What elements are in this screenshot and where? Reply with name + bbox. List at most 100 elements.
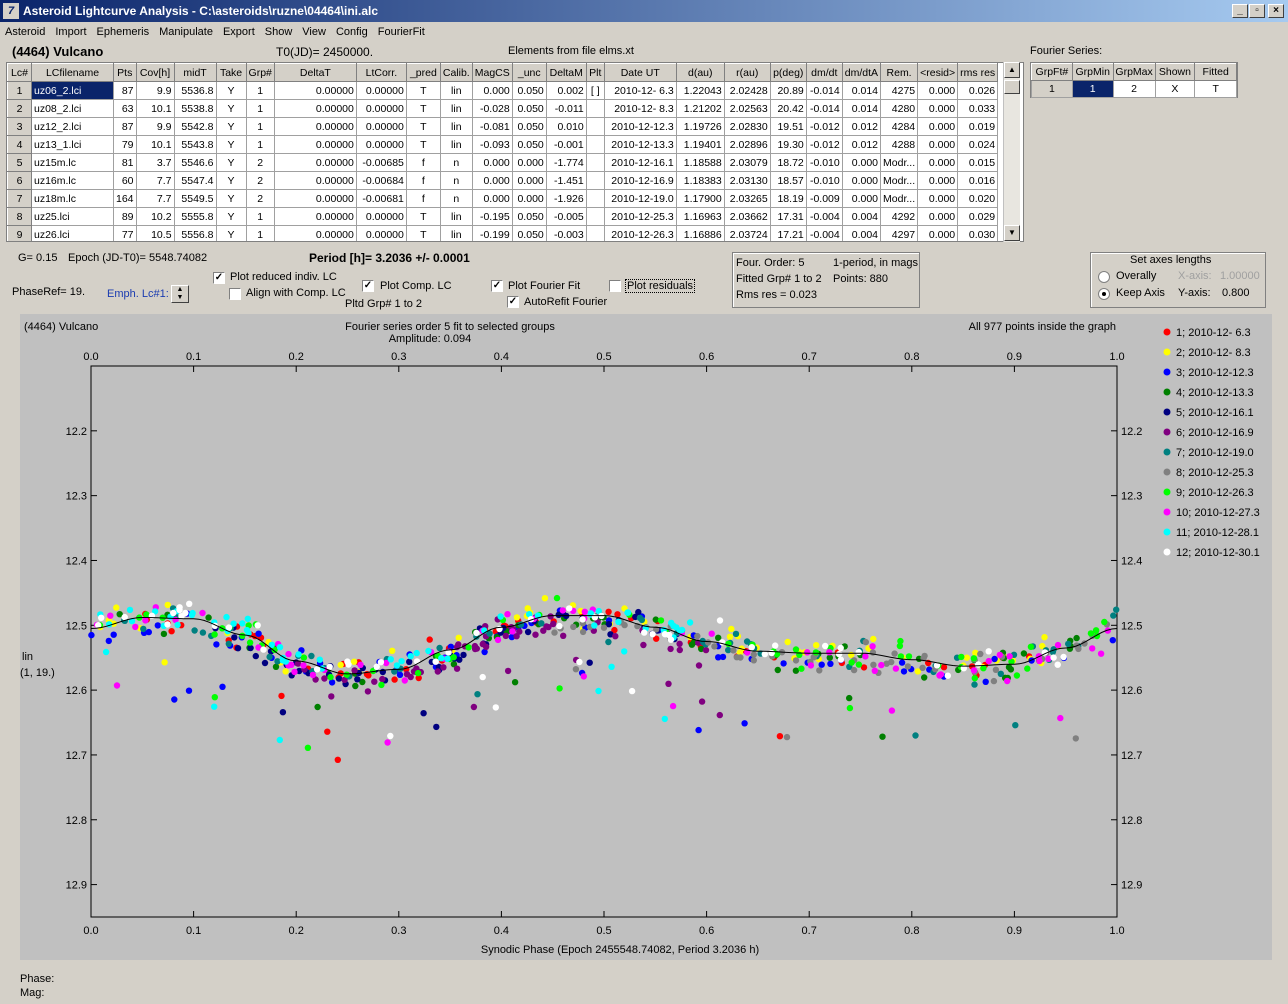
- menu-import[interactable]: Import: [55, 26, 87, 38]
- table-cell[interactable]: 10.1: [135, 99, 175, 118]
- table-row[interactable]: 7 uz18m.lc 164 7.7 5549.5 Y 2 0.00000 -0.00681 f n…: [7, 189, 999, 208]
- fourier-cell[interactable]: 1: [1031, 80, 1073, 98]
- table-cell[interactable]: 4292: [880, 207, 919, 226]
- table-cell[interactable]: 0.000: [917, 225, 959, 241]
- table-cell[interactable]: uz08_2.lci: [31, 99, 114, 118]
- lightcurve-plot[interactable]: (4464) Vulcano Fourier series order 5 fi…: [20, 314, 1272, 960]
- table-cell[interactable]: [585, 135, 605, 154]
- table-cell[interactable]: Modr...: [880, 153, 919, 172]
- table-cell[interactable]: 5536.8: [173, 81, 217, 100]
- table-cell[interactable]: uz13_1.lci: [31, 135, 114, 154]
- table-cell[interactable]: 0.00000: [273, 153, 357, 172]
- close-button[interactable]: ×: [1268, 4, 1284, 18]
- table-cell[interactable]: 0.000: [511, 153, 547, 172]
- table-cell[interactable]: 5556.8: [173, 225, 217, 241]
- column-header[interactable]: Date UT: [603, 63, 677, 82]
- table-cell[interactable]: 1.18383: [675, 171, 725, 190]
- table-cell[interactable]: [585, 117, 605, 136]
- table-cell[interactable]: 5549.5: [173, 189, 217, 208]
- table-cell[interactable]: 0.024: [957, 135, 999, 154]
- table-cell[interactable]: 0.004: [841, 225, 882, 241]
- column-header[interactable]: Grp#: [245, 63, 275, 82]
- fourier-cell[interactable]: 2: [1112, 80, 1156, 98]
- column-header[interactable]: Pts: [113, 63, 137, 82]
- table-cell[interactable]: 0.050: [511, 81, 547, 100]
- restore-button[interactable]: ▫: [1249, 4, 1265, 18]
- table-cell[interactable]: 10.1: [135, 135, 175, 154]
- table-cell[interactable]: 1.19726: [675, 117, 725, 136]
- table-cell[interactable]: 0.000: [841, 189, 882, 208]
- table-cell[interactable]: 0.00000: [355, 117, 407, 136]
- table-cell[interactable]: 0.050: [511, 207, 547, 226]
- table-cell[interactable]: uz15m.lc: [31, 153, 114, 172]
- table-cell[interactable]: 4297: [880, 225, 919, 241]
- table-cell[interactable]: 0.000: [917, 117, 959, 136]
- table-cell[interactable]: n: [439, 153, 473, 172]
- column-header[interactable]: Rem.: [880, 63, 919, 82]
- column-header[interactable]: dm/dt: [805, 63, 843, 82]
- menu-view[interactable]: View: [302, 26, 326, 38]
- table-cell[interactable]: 5546.6: [173, 153, 217, 172]
- table-cell[interactable]: [585, 189, 605, 208]
- table-cell[interactable]: 0.019: [957, 117, 999, 136]
- table-cell[interactable]: uz25.lci: [31, 207, 114, 226]
- table-cell[interactable]: 2: [245, 153, 275, 172]
- table-cell[interactable]: -0.195: [471, 207, 513, 226]
- table-cell[interactable]: 0.002: [545, 81, 587, 100]
- table-cell[interactable]: 0.00000: [355, 207, 407, 226]
- table-cell[interactable]: -1.451: [545, 171, 587, 190]
- plot-reduced-checkbox[interactable]: ✓: [213, 272, 225, 284]
- table-cell[interactable]: 6: [7, 171, 32, 190]
- column-header[interactable]: DeltaT: [273, 63, 357, 82]
- menu-fourierfit[interactable]: FourierFit: [377, 26, 425, 38]
- column-header[interactable]: r(au): [723, 63, 771, 82]
- menu-export[interactable]: Export: [222, 26, 255, 38]
- table-cell[interactable]: 7.7: [135, 171, 175, 190]
- table-cell[interactable]: [585, 171, 605, 190]
- table-cell[interactable]: 0.050: [511, 135, 547, 154]
- column-header[interactable]: Calib.: [439, 63, 473, 82]
- table-cell[interactable]: Y: [215, 117, 247, 136]
- table-cell[interactable]: [585, 153, 605, 172]
- table-cell[interactable]: Y: [215, 207, 247, 226]
- table-cell[interactable]: 2010-12-25.3: [603, 207, 677, 226]
- table-cell[interactable]: Y: [215, 99, 247, 118]
- table-cell[interactable]: 0.012: [841, 117, 882, 136]
- table-cell[interactable]: 0.026: [957, 81, 999, 100]
- table-cell[interactable]: 1.21202: [675, 99, 725, 118]
- table-cell[interactable]: 4: [7, 135, 32, 154]
- table-cell[interactable]: Y: [215, 135, 247, 154]
- table-cell[interactable]: 0.014: [841, 81, 882, 100]
- table-cell[interactable]: 0.000: [471, 171, 513, 190]
- table-cell[interactable]: -0.00684: [355, 171, 407, 190]
- column-header[interactable]: _unc: [511, 63, 547, 82]
- scroll-up-icon[interactable]: ▲: [1004, 62, 1020, 78]
- table-cell[interactable]: uz18m.lc: [31, 189, 114, 208]
- table-cell[interactable]: 0.050: [511, 225, 547, 241]
- table-cell[interactable]: 2: [245, 171, 275, 190]
- table-cell[interactable]: 87: [113, 81, 137, 100]
- table-row[interactable]: 4 uz13_1.lci 79 10.1 5543.8 Y 1 0.00000 0.00000 T…: [7, 135, 999, 154]
- table-cell[interactable]: 9.9: [135, 81, 175, 100]
- table-scrollbar[interactable]: ▲ ▼: [1003, 62, 1020, 242]
- table-cell[interactable]: 0.030: [957, 225, 999, 241]
- table-cell[interactable]: -0.003: [545, 225, 587, 241]
- table-cell[interactable]: 0.004: [841, 207, 882, 226]
- table-cell[interactable]: 2: [245, 189, 275, 208]
- table-cell[interactable]: -1.774: [545, 153, 587, 172]
- x-axis-value[interactable]: 1.00000: [1220, 270, 1260, 282]
- table-cell[interactable]: 1: [245, 225, 275, 241]
- table-cell[interactable]: -0.014: [805, 99, 843, 118]
- menu-ephemeris[interactable]: Ephemeris: [96, 26, 150, 38]
- table-cell[interactable]: 0.000: [917, 153, 959, 172]
- table-cell[interactable]: -0.199: [471, 225, 513, 241]
- keep-axis-radio[interactable]: [1098, 288, 1110, 300]
- table-cell[interactable]: 18.19: [769, 189, 807, 208]
- fourier-cell[interactable]: X: [1154, 80, 1196, 98]
- table-cell[interactable]: 0.00000: [273, 117, 357, 136]
- table-cell[interactable]: 2.02896: [723, 135, 771, 154]
- table-cell[interactable]: 19.30: [769, 135, 807, 154]
- table-cell[interactable]: Y: [215, 81, 247, 100]
- align-checkbox[interactable]: [229, 288, 241, 300]
- table-cell[interactable]: 17.31: [769, 207, 807, 226]
